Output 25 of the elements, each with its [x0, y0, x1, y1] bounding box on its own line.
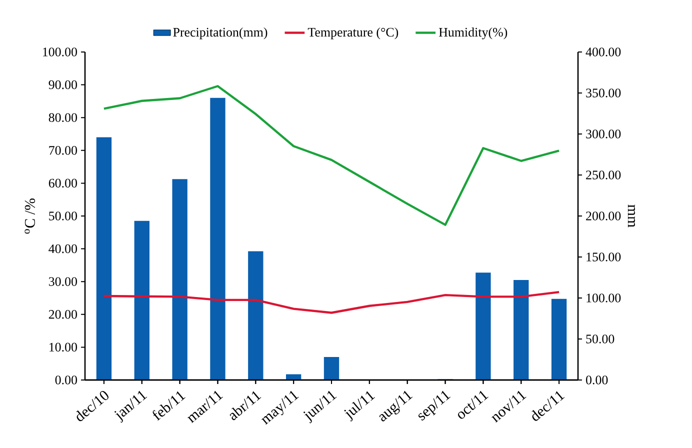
y-tick-label: 40.00 — [48, 244, 77, 254]
y2-tick-label: 400.00 — [586, 48, 621, 56]
y2-tick-label: 0.00 — [586, 376, 608, 384]
y2-tick-label: 300.00 — [586, 130, 621, 138]
y-tick-label: 70.00 — [49, 146, 77, 155]
y-tick-label: 50.00 — [49, 212, 77, 220]
legend-label: Precipitation(mm) — [173, 27, 268, 40]
y-tick-label: 100.00 — [43, 48, 77, 56]
y-tick-label: 0.00 — [55, 376, 78, 384]
y2-tick-label: 200.00 — [586, 212, 621, 220]
y-tick-label: 60.00 — [48, 178, 77, 188]
y2-tick-label: 250.00 — [586, 170, 621, 180]
y-tick-label: 80.00 — [48, 113, 77, 122]
legend-label: Temperature (°C) — [308, 27, 398, 40]
y-tick-label: 20.00 — [48, 310, 77, 319]
y-axis-title: $^{o}$C /% — [24, 198, 36, 234]
y2-tick-label: 50.00 — [586, 334, 614, 344]
y2-tick-label: 100.00 — [586, 294, 621, 302]
y-tick-label: 30.00 — [48, 277, 77, 286]
y-tick-label: 90.00 — [48, 80, 77, 90]
y2-axis-title: mm — [628, 204, 635, 228]
y-tick-label: 10.00 — [49, 342, 77, 352]
y2-tick-label: 350.00 — [586, 88, 621, 98]
legend-label: Humidity(%) — [438, 27, 508, 40]
y2-tick-label: 150.00 — [586, 252, 621, 262]
